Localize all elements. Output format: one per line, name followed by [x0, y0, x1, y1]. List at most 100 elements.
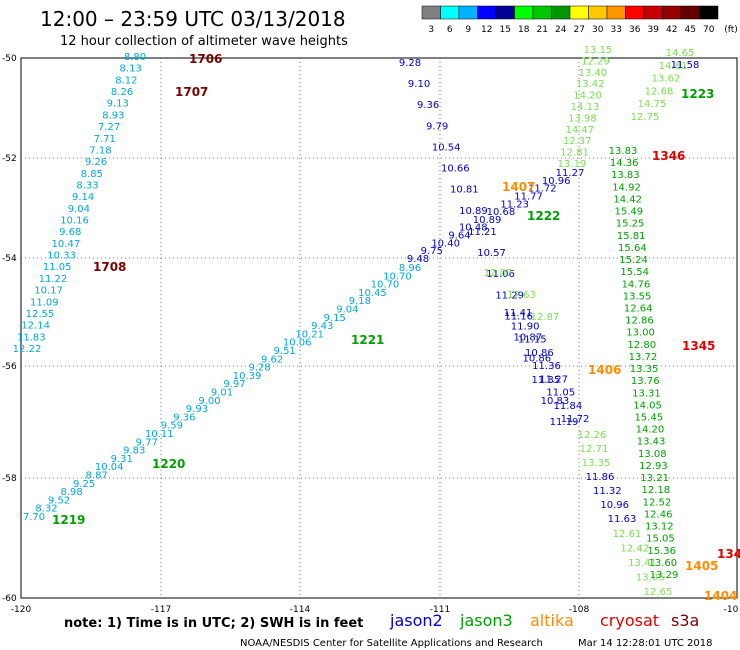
- colorbar-swatch: [458, 5, 478, 20]
- colorbar-label: 3: [428, 25, 434, 35]
- wave-height-value: 7.27: [98, 122, 120, 133]
- wave-height-value: 14.36: [610, 158, 639, 169]
- colorbar-label: 36: [629, 25, 641, 35]
- wave-height-value: 10.54: [432, 142, 461, 153]
- legend-item-cryosat: cryosat: [600, 611, 659, 630]
- wave-height-value: 10.83: [541, 396, 570, 407]
- wave-height-value: 10.33: [47, 251, 76, 262]
- legend-item-jason2: jason2: [389, 611, 443, 630]
- wave-height-value: 13.31: [632, 388, 661, 399]
- wave-height-value: 11.16: [504, 311, 533, 322]
- wave-height-value: 8.13: [120, 64, 142, 75]
- pass-time-label: 1219: [52, 513, 85, 527]
- wave-height-value: 10.11: [145, 429, 174, 440]
- wave-height-value: 12.93: [639, 461, 668, 472]
- wave-height-value: 11.72: [528, 184, 557, 195]
- colorbar-label: 12: [481, 25, 492, 35]
- wave-height-value: 13.00: [626, 328, 655, 339]
- wave-height-value: 12.61: [613, 529, 642, 540]
- colorbar-swatch: [421, 5, 441, 20]
- wave-height-value: 11.63: [608, 514, 637, 525]
- wave-height-value: 10.68: [487, 207, 516, 218]
- wave-height-value: 9.26: [85, 157, 107, 168]
- wave-height-value: 11.77: [514, 191, 543, 202]
- wave-height-value: 9.04: [336, 305, 358, 316]
- satellite-legend: jason2 jason3 altika cryosat s3a: [389, 611, 699, 630]
- wave-height-value: 11.19: [550, 417, 579, 428]
- wave-height-value: 9.75: [421, 246, 443, 257]
- wave-height-value: 9.36: [417, 100, 439, 111]
- pass-time-label: 1407: [502, 180, 535, 194]
- wave-height-value: 14.92: [612, 182, 641, 193]
- wave-height-value: 12.14: [21, 321, 50, 332]
- wave-height-value: 9.62: [261, 354, 283, 365]
- wave-height-value: 15.36: [647, 546, 676, 557]
- wave-height-value: 12.71: [580, 444, 609, 455]
- wave-height-value: 9.64: [448, 231, 470, 242]
- page-title: 12:00 – 23:59 UTC 03/13/2018: [40, 7, 346, 31]
- wave-height-value: 10.86: [525, 348, 554, 359]
- pass-time-label: 1406: [588, 363, 621, 377]
- wave-height-value: 15.25: [616, 219, 645, 230]
- wave-height-value: 9.25: [73, 479, 95, 490]
- wave-height-value: 13.55: [623, 291, 652, 302]
- wave-height-value: 12.42: [620, 544, 649, 555]
- pass-time-label: 1706: [189, 52, 222, 66]
- colorbar-swatch: [495, 5, 515, 20]
- wave-height-value: 12.64: [624, 303, 653, 314]
- colorbar-label: 30: [592, 25, 604, 35]
- wave-height-value: 11.15: [518, 335, 547, 346]
- wave-height-value: 11.41: [504, 308, 533, 319]
- wave-height-value: 9.51: [274, 346, 296, 357]
- colorbar-swatch: [680, 5, 700, 20]
- colorbar-label: 15: [500, 25, 511, 35]
- wave-height-value: 9.15: [324, 313, 346, 324]
- wave-height-value: 12.46: [644, 509, 673, 520]
- wave-height-value: 13.62: [652, 74, 681, 85]
- wave-height-value: 13.42: [576, 79, 605, 90]
- legend-item-s3a: s3a: [671, 611, 699, 630]
- wave-height-value: 10.04: [95, 462, 124, 473]
- wave-height-value: 13.76: [631, 376, 660, 387]
- latitude-label: -52: [2, 154, 17, 164]
- wave-height-value: 9.28: [399, 58, 421, 69]
- latitude-label: -50: [2, 54, 17, 64]
- colorbar-swatch: [662, 5, 682, 20]
- latitude-label: -56: [2, 362, 17, 372]
- wave-height-value: 15.24: [619, 255, 648, 266]
- wave-height-value: 10.57: [477, 248, 506, 259]
- wave-height-value: 11.58: [671, 60, 700, 71]
- wave-height-value: 9.43: [311, 321, 333, 332]
- wave-height-value: 13.05: [636, 573, 665, 584]
- pass-time-label: 1345: [682, 339, 715, 353]
- wave-height-value: 10.16: [60, 216, 89, 227]
- wave-height-value: 11.09: [30, 297, 59, 308]
- colorbar-label: 6: [447, 25, 453, 35]
- pass-time-label: 134: [717, 547, 740, 561]
- pass-time-label: 1222: [527, 209, 560, 223]
- wave-height-value: 9.18: [349, 296, 371, 307]
- wave-height-value: 11.90: [511, 321, 540, 332]
- wave-height-value: 15.49: [615, 207, 644, 218]
- wave-height-value: 15.54: [620, 267, 649, 278]
- wave-height-value: 12.87: [531, 312, 560, 323]
- wave-height-value: 13.40: [578, 68, 607, 79]
- wave-height-value: 10.96: [600, 500, 629, 511]
- wave-height-value: 11.05: [43, 262, 72, 273]
- wave-height-value: 14.05: [633, 400, 662, 411]
- wave-height-value: 13.83: [609, 146, 638, 157]
- wave-height-value: 11.23: [500, 199, 529, 210]
- wave-height-value: 14.47: [565, 125, 594, 136]
- wave-height-value: 9.77: [136, 437, 158, 448]
- colorbar-label: 18: [518, 25, 530, 35]
- wave-height-value: 12.37: [563, 136, 592, 147]
- colorbar-swatch: [606, 5, 626, 20]
- pass-time-label: 1223: [681, 87, 714, 101]
- wave-height-value: 13.12: [645, 522, 674, 533]
- wave-height-value: 8.98: [60, 487, 82, 498]
- wave-height-value: 8.26: [111, 87, 133, 98]
- wave-height-value: 9.28: [248, 363, 270, 374]
- wave-height-value: 13.35: [582, 458, 611, 469]
